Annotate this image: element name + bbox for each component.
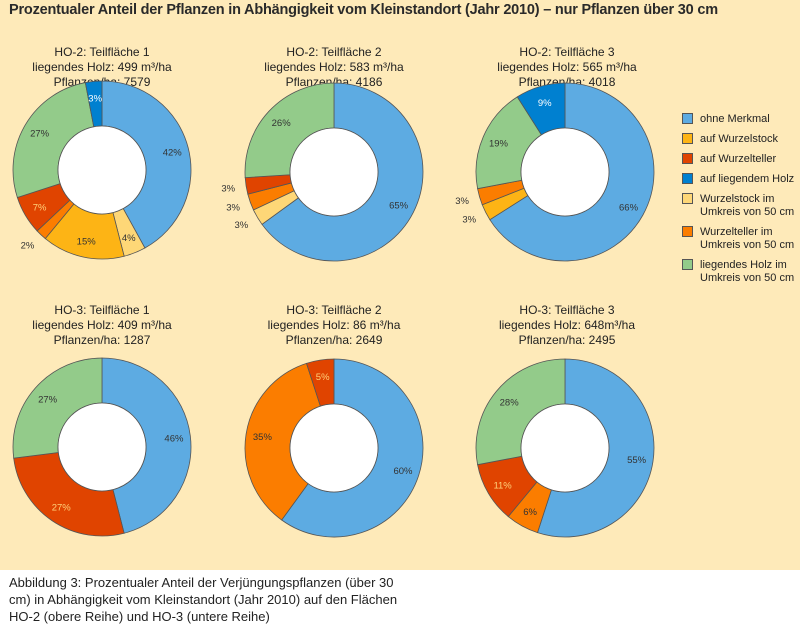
slice-label: 66% xyxy=(619,202,639,213)
legend-label: Umkreis von 50 cm xyxy=(700,206,795,218)
legend-swatch xyxy=(682,173,693,184)
legend-item-ohne: ohne Merkmal xyxy=(682,113,800,126)
chart-wood-volume: liegendes Holz: 86 m³/ha xyxy=(267,318,401,332)
chart-header-ho3-tf2: HO-3: Teilfläche 2 liegendes Holz: 86 m³… xyxy=(224,303,444,348)
legend-item-holz50: liegendes Holz im Umkreis von 50 cm xyxy=(682,259,800,285)
slice-label: 3% xyxy=(234,220,248,231)
chart-title: HO-3: Teilfläche 2 xyxy=(286,303,382,317)
legend-label: Umkreis von 50 cm xyxy=(700,239,795,251)
slice-label: 27% xyxy=(30,129,50,140)
chart-plant-density: Pflanzen/ha: 1287 xyxy=(53,333,151,347)
donut-hole xyxy=(289,127,379,217)
slice-label: 35% xyxy=(253,432,273,443)
donut-chart-5: 60% 35% 5% xyxy=(244,358,424,538)
slice-label: 65% xyxy=(389,200,409,211)
chart-title: HO-2: Teilfläche 1 xyxy=(54,45,150,59)
figure-caption: Abbildung 3: Prozentualer Anteil der Ver… xyxy=(9,574,429,625)
slice-label: 3% xyxy=(88,93,102,104)
donut-hole xyxy=(57,402,147,492)
caption-line: HO-2 (obere Reihe) und HO-3 (untere Reih… xyxy=(9,609,270,624)
legend: ohne Merkmal auf Wurzelstock auf Wurzeltel… xyxy=(682,113,800,292)
donut-hole xyxy=(520,403,610,493)
slice-label: 3% xyxy=(221,184,235,195)
chart-title: HO-3: Teilfläche 3 xyxy=(519,303,615,317)
legend-label: auf liegendem Holz xyxy=(700,173,795,185)
legend-swatch xyxy=(682,133,693,144)
chart-wood-volume: liegendes Holz: 499 m³/ha xyxy=(32,60,172,74)
slice-label: 19% xyxy=(489,139,509,150)
donut-hole xyxy=(57,125,147,215)
chart-wood-volume: liegendes Holz: 648m³/ha xyxy=(498,318,636,332)
chart-wood-volume: liegendes Holz: 583 m³/ha xyxy=(264,60,404,74)
legend-label: ohne Merkmal xyxy=(700,113,770,125)
slice-label: 27% xyxy=(52,502,72,513)
slice-label: 3% xyxy=(455,196,469,207)
legend-item-wstock50: Wurzelstock im Umkreis von 50 cm xyxy=(682,193,800,219)
chart-title: HO-2: Teilfläche 3 xyxy=(519,45,615,59)
legend-swatch xyxy=(682,259,693,270)
chart-header-ho3-tf1: HO-3: Teilfläche 1 liegendes Holz: 409 m… xyxy=(0,303,212,348)
legend-swatch xyxy=(682,193,693,204)
chart-plant-density: Pflanzen/ha: 2495 xyxy=(518,333,616,347)
chart-title: HO-3: Teilfläche 1 xyxy=(54,303,150,317)
slice-label: 42% xyxy=(163,147,183,158)
caption-line: cm) in Abhängigkeit vom Kleinstandort (J… xyxy=(9,592,398,607)
slice-label: 55% xyxy=(627,455,647,466)
legend-item-wstock: auf Wurzelstock xyxy=(682,133,800,146)
figure-title: Prozentualer Anteil der Pflanzen in Abhä… xyxy=(9,2,718,18)
legend-item-wteller: auf Wurzelteller xyxy=(682,153,800,166)
donut-chart-6: 55% 6% 11% 28% xyxy=(475,358,655,538)
chart-wood-volume: liegendes Holz: 565 m³/ha xyxy=(497,60,637,74)
donut-chart-2: 65% 3% 3% 3% 26% xyxy=(221,82,424,262)
slice-label: 15% xyxy=(77,236,97,247)
donut-chart-1: 42% 4% 15% 2% 7% 27% 3% xyxy=(12,80,192,260)
slice-label: 46% xyxy=(164,433,184,444)
chart-header-ho2-tf3: HO-2: Teilfläche 3 liegendes Holz: 565 m… xyxy=(457,45,677,90)
chart-plant-density: Pflanzen/ha: 2649 xyxy=(285,333,383,347)
donut-chart-3: 66% 3% 3% 19% 9% xyxy=(455,82,655,262)
slice-label: 27% xyxy=(38,395,58,406)
donut-hole xyxy=(520,127,610,217)
slice-label: 5% xyxy=(316,372,330,383)
chart-header-ho2-tf2: HO-2: Teilfläche 2 liegendes Holz: 583 m… xyxy=(224,45,444,90)
slice-label: 4% xyxy=(122,233,136,244)
slice-label: 26% xyxy=(272,118,292,129)
chart-header-ho3-tf3: HO-3: Teilfläche 3 liegendes Holz: 648m³… xyxy=(457,303,677,348)
slice-label: 3% xyxy=(462,214,476,225)
chart-plant-density: Pflanzen/ha: 4186 xyxy=(285,75,383,89)
legend-label: Umkreis von 50 cm xyxy=(700,272,795,284)
slice-label: 2% xyxy=(21,241,35,252)
donut-charts: 42% 4% 15% 2% 7% 27% 3% 65% 3% 3% 3% 26% 66% 3% 3% 19% 9… xyxy=(12,80,655,538)
caption-line: Abbildung 3: Prozentualer Anteil der Ver… xyxy=(9,575,394,590)
slice-label: 9% xyxy=(538,98,552,109)
legend-swatch xyxy=(682,226,693,237)
slice-label: 60% xyxy=(393,466,413,477)
legend-label: auf Wurzelteller xyxy=(700,153,777,165)
legend-label: Wurzelteller im xyxy=(700,226,773,238)
slice-label: 3% xyxy=(226,202,240,213)
donut-chart-4: 46% 27% 27% xyxy=(12,357,192,537)
donut-hole xyxy=(289,403,379,493)
chart-title: HO-2: Teilfläche 2 xyxy=(286,45,382,59)
legend-label: Wurzelstock im xyxy=(700,193,775,205)
slice-label: 28% xyxy=(500,397,520,408)
slice-label: 7% xyxy=(33,202,47,213)
legend-label: auf Wurzelstock xyxy=(700,133,779,145)
legend-swatch xyxy=(682,153,693,164)
legend-item-holz: auf liegendem Holz xyxy=(682,173,800,186)
slice-label: 11% xyxy=(493,480,512,491)
chart-wood-volume: liegendes Holz: 409 m³/ha xyxy=(32,318,172,332)
legend-item-wteller50: Wurzelteller im Umkreis von 50 cm xyxy=(682,226,800,252)
slice-label: 6% xyxy=(523,507,537,518)
legend-swatch xyxy=(682,113,693,124)
legend-label: liegendes Holz im xyxy=(700,259,787,271)
